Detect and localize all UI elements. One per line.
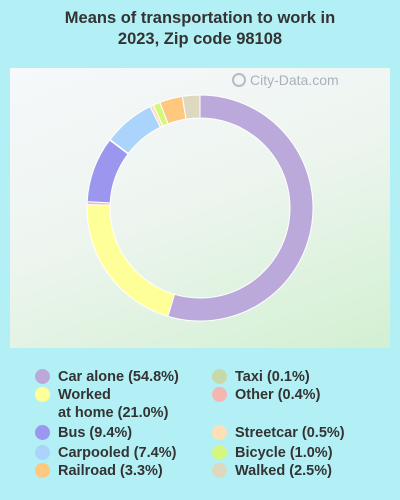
chart-title-line-2: 2023, Zip code 98108 [117, 30, 283, 48]
legend-item-carpooled: Carpooled (7.4%) [35, 444, 176, 462]
legend-item-streetcar: Streetcar (0.5%) [212, 424, 345, 442]
chart-title-line-1: Means of transportation to work in [64, 9, 336, 27]
legend-label: Car alone (54.8%) [58, 369, 179, 385]
legend-item-worked-at-home: Worked at home (21.0%) [35, 386, 168, 422]
slice-walked [181, 94, 201, 120]
legend-label: Bus (9.4%) [58, 425, 133, 441]
legend-item-bus: Bus (9.4%) [35, 424, 132, 442]
watermark-text: City-Data.com [250, 72, 339, 88]
legend-swatch [212, 425, 227, 440]
legend-label: Other (0.4%) [235, 387, 321, 403]
legend-swatch [35, 387, 50, 402]
legend-swatch [35, 445, 50, 460]
chart-title: Means of transportation to work in 2023,… [0, 8, 400, 50]
legend-swatch [212, 445, 227, 460]
legend-label: Streetcar (0.5%) [235, 425, 345, 441]
legend-item-walked: Walked (2.5%) [212, 462, 332, 480]
legend-item-other: Other (0.4%) [212, 386, 320, 404]
legend-item-bicycle: Bicycle (1.0%) [212, 444, 333, 462]
watermark: City-Data.com [232, 72, 339, 88]
legend-swatch [212, 369, 227, 384]
legend-swatch [35, 369, 50, 384]
legend-item-car-alone: Car alone (54.8%) [35, 368, 179, 386]
legend-swatch [35, 463, 50, 478]
legend-label: Carpooled (7.4%) [58, 445, 177, 461]
legend-item-railroad: Railroad (3.3%) [35, 462, 163, 480]
legend-label: Walked (2.5%) [235, 463, 332, 479]
search-icon [232, 73, 246, 87]
legend-item-taxi: Taxi (0.1%) [212, 368, 310, 386]
legend-swatch [212, 463, 227, 478]
legend-label: Railroad (3.3%) [58, 463, 163, 479]
legend-swatch [35, 425, 50, 440]
legend-label: Worked at home (21.0%) [58, 387, 169, 421]
legend-label: Bicycle (1.0%) [235, 445, 333, 461]
legend-swatch [212, 387, 227, 402]
legend-label: Taxi (0.1%) [235, 369, 310, 385]
